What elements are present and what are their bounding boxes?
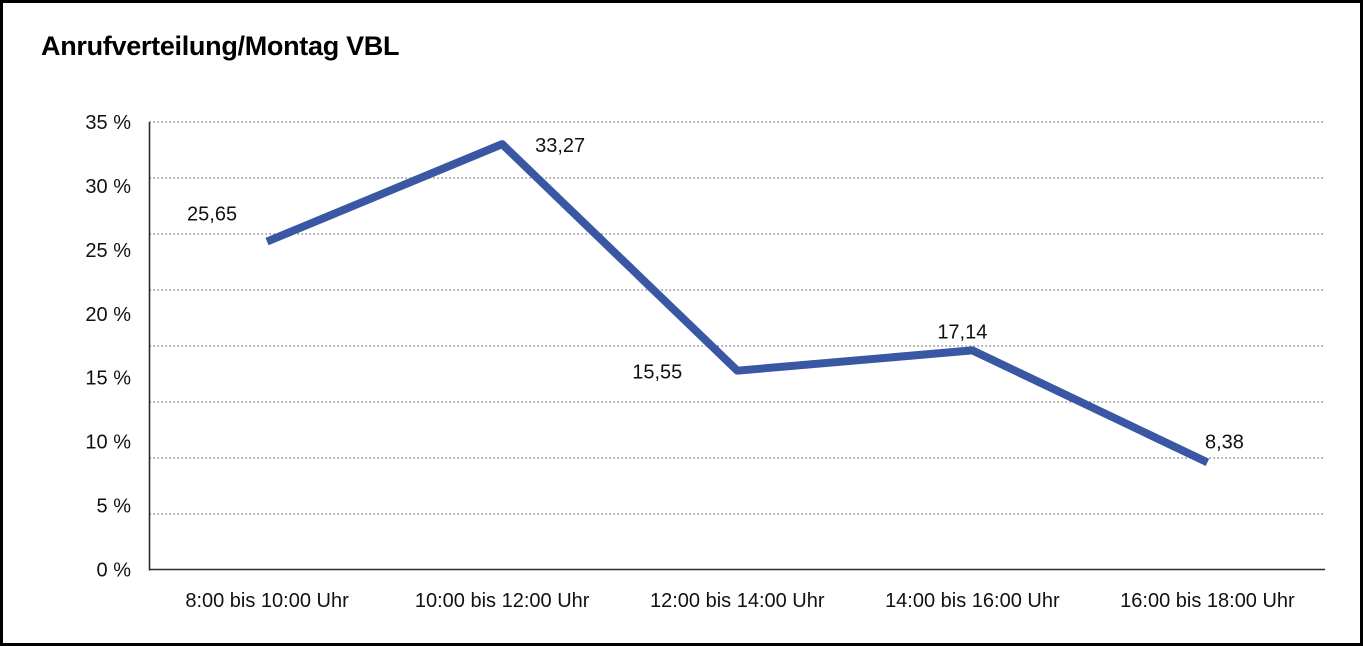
y-axis-tick-label: 0 % <box>97 560 132 582</box>
data-point-label: 25,65 <box>187 204 237 226</box>
data-point-label: 8,38 <box>1205 431 1244 453</box>
y-axis-tick-label: 30 % <box>85 176 131 198</box>
x-axis-label: 16:00 bis 18:00 Uhr <box>1120 590 1295 612</box>
y-axis-tick-label: 5 % <box>97 496 132 518</box>
x-axis-label: 12:00 bis 14:00 Uhr <box>650 590 825 612</box>
x-axis-label: 14:00 bis 16:00 Uhr <box>885 590 1060 612</box>
x-axis-label: 8:00 bis 10:00 Uhr <box>185 590 349 612</box>
y-axis-tick-label: 20 % <box>85 304 131 326</box>
data-point-label: 15,55 <box>632 362 682 384</box>
data-point-label: 33,27 <box>535 135 585 157</box>
data-point-label: 17,14 <box>937 321 987 343</box>
y-axis-tick-label: 25 % <box>85 240 131 262</box>
chart-plot-area: 0 % 5 % 10 % 15 % 20 % 25 % 30 % 35 % 8:00 bis 1… <box>85 112 1325 612</box>
y-axis-tick-label: 10 % <box>85 432 131 454</box>
x-axis-label: 10:00 bis 12:00 Uhr <box>415 590 590 612</box>
chart-title: Anrufverteilung/Montag VBL <box>41 31 400 61</box>
y-axis-tick-label: 15 % <box>85 368 131 390</box>
y-axis-tick-label: 35 % <box>85 112 131 134</box>
data-line <box>265 140 1210 466</box>
